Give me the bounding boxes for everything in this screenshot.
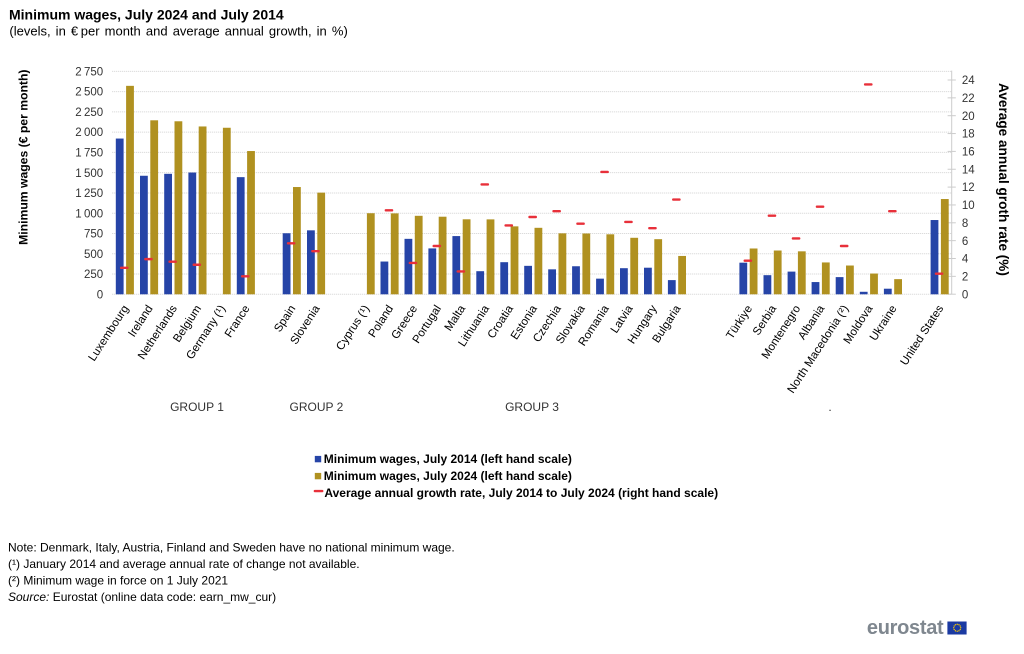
svg-text:Note: Denmark, Italy, Austria,: Note: Denmark, Italy, Austria, Finland a… (8, 540, 455, 554)
svg-text:2 500: 2 500 (75, 87, 103, 99)
svg-text:GROUP 2: GROUP 2 (290, 400, 344, 414)
svg-text:1 000: 1 000 (75, 208, 103, 220)
svg-text:0: 0 (962, 289, 968, 301)
svg-text:Source: Eurostat (online data: Source: Eurostat (online data code: earn… (8, 590, 276, 604)
svg-text:2 750: 2 750 (75, 66, 103, 78)
svg-text:1 250: 1 250 (75, 188, 103, 200)
svg-text:750: 750 (84, 229, 103, 241)
svg-text:24: 24 (962, 75, 975, 87)
svg-text:16: 16 (962, 147, 975, 159)
svg-text:.: . (828, 400, 831, 414)
svg-text:0: 0 (97, 289, 103, 301)
svg-text:GROUP 1: GROUP 1 (170, 400, 224, 414)
svg-text:18: 18 (962, 129, 975, 141)
svg-text:1 750: 1 750 (75, 148, 103, 160)
svg-text:Minimum wages, July 2024 (left: Minimum wages, July 2024 (left hand scal… (324, 469, 572, 483)
svg-text:Average annual groth rate (%): Average annual groth rate (%) (996, 83, 1011, 276)
svg-text:1 500: 1 500 (75, 168, 103, 180)
svg-text:Minimum wages, July 2014 (left: Minimum wages, July 2014 (left hand scal… (324, 452, 572, 466)
svg-text:2: 2 (962, 271, 968, 283)
svg-text:6: 6 (962, 236, 968, 248)
svg-text:eurostat: eurostat (867, 617, 944, 639)
svg-text:20: 20 (962, 111, 975, 123)
svg-text:(¹) January 2014 and average a: (¹) January 2014 and average annual rate… (8, 557, 360, 571)
svg-text:250: 250 (84, 269, 103, 281)
svg-text:Average annual growth rate, Ju: Average annual growth rate, July 2014 to… (324, 486, 718, 500)
svg-text:12: 12 (962, 182, 975, 194)
svg-text:Minimum wages, July 2024 and J: Minimum wages, July 2024 and July 2014 (9, 7, 284, 23)
svg-text:Minimum wages (€ per month): Minimum wages (€ per month) (16, 70, 30, 245)
svg-text:(²) Minimum wage in force on 1: (²) Minimum wage in force on 1 July 2021 (8, 574, 228, 588)
svg-text:GROUP 3: GROUP 3 (505, 400, 559, 414)
svg-text:4: 4 (962, 254, 969, 266)
svg-text:500: 500 (84, 249, 103, 261)
svg-text:14: 14 (962, 164, 975, 176)
svg-text:10: 10 (962, 200, 975, 212)
svg-text:22: 22 (962, 93, 975, 105)
svg-text:8: 8 (962, 218, 968, 230)
svg-text:(levels, in € per month and av: (levels, in € per month and average annu… (9, 24, 347, 39)
svg-text:2 000: 2 000 (75, 127, 103, 139)
svg-text:2 250: 2 250 (75, 107, 103, 119)
